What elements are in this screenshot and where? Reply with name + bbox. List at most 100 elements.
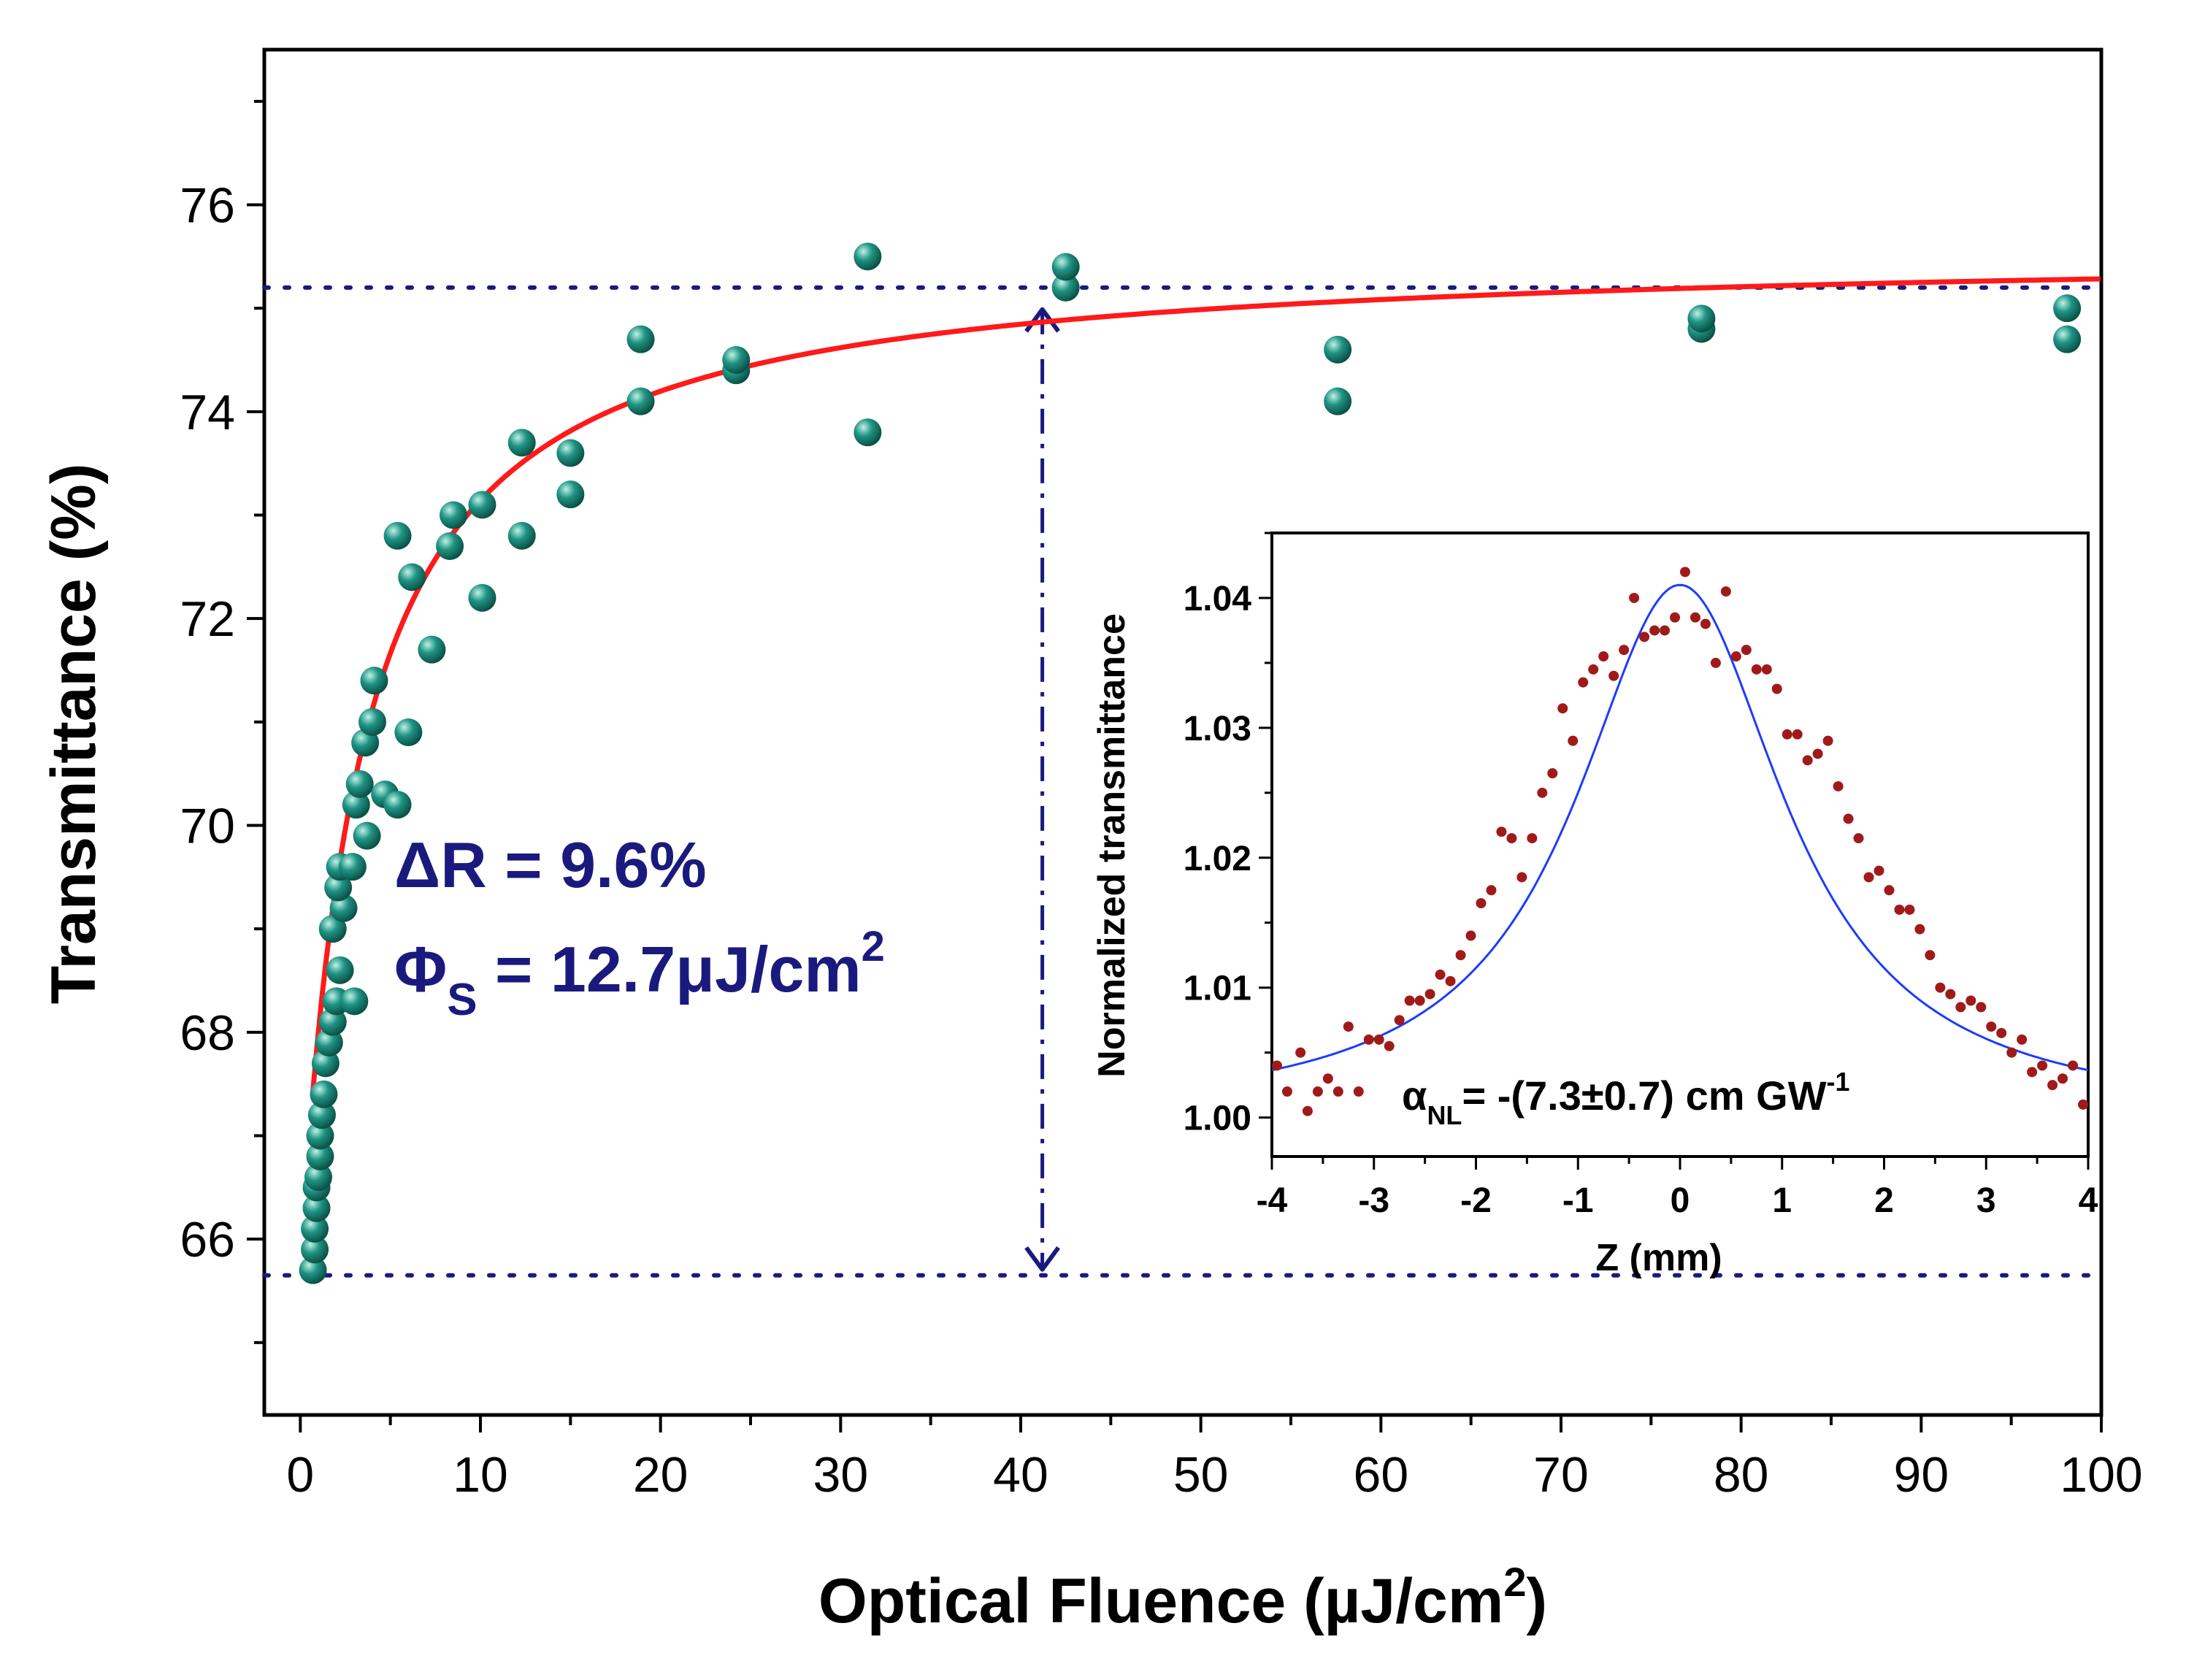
- inset-data-point: [1833, 780, 1844, 791]
- data-point: [383, 791, 412, 819]
- inset-data-point: [1353, 1086, 1364, 1097]
- inset-data-point: [1996, 1027, 2007, 1038]
- inset-data-point: [1271, 1060, 1282, 1071]
- inset-data-point: [1771, 683, 1782, 694]
- inset-data-points-group: [1271, 567, 2089, 1116]
- inset-data-point: [1976, 1002, 1987, 1013]
- inset-data-point: [1598, 651, 1609, 662]
- delta-r-annotation: ΔR = 9.6%: [394, 829, 707, 901]
- data-point: [345, 770, 374, 798]
- inset-data-point: [1966, 995, 1976, 1006]
- x-tick-label: 100: [2060, 1447, 2142, 1503]
- data-point: [2053, 294, 2082, 323]
- inset-data-point: [1363, 1034, 1374, 1045]
- inset-data-point: [1629, 592, 1640, 603]
- inset-data-point: [1435, 969, 1446, 980]
- inset-data-point: [2006, 1047, 2017, 1058]
- alpha-nl-subscript: NL: [1427, 1100, 1462, 1130]
- inset-y-tick-label: 1.03: [1184, 710, 1251, 748]
- alpha-nl-annotation: αNL= -(7.3±0.7) cm GW-1: [1402, 1067, 1850, 1130]
- inset-data-point: [1761, 664, 1772, 675]
- data-points-group: [299, 242, 2082, 1284]
- x-tick-label: 80: [1714, 1447, 1769, 1503]
- inset-data-point: [1853, 833, 1864, 844]
- inset-data-point: [1730, 651, 1741, 662]
- inset-data-point: [1945, 989, 1956, 1000]
- y-axis-title: Transmittance (%): [39, 464, 109, 1005]
- inset-data-point: [1547, 768, 1558, 779]
- inset-data-point: [1741, 645, 1752, 656]
- inset-x-tick-label: -4: [1257, 1181, 1288, 1220]
- data-point: [1051, 253, 1080, 281]
- inset-data-point: [1516, 872, 1527, 883]
- data-point: [468, 491, 496, 519]
- y-tick-label: 68: [180, 1005, 235, 1061]
- data-point: [342, 791, 370, 819]
- inset-data-point: [2068, 1060, 2079, 1071]
- inset-x-tick-label: 1: [1772, 1181, 1792, 1220]
- data-point: [340, 987, 369, 1016]
- data-point: [301, 1215, 329, 1243]
- x-axis-title: Optical Fluence (µJ/cm2): [818, 1559, 1547, 1636]
- inset-data-point: [1874, 865, 1884, 876]
- inset-data-point: [1863, 872, 1874, 883]
- x-tick-label: 50: [1173, 1447, 1229, 1503]
- data-point: [556, 439, 585, 467]
- inset-y-axis-title: Normalized transmittance: [1091, 613, 1133, 1078]
- data-point: [299, 1256, 327, 1284]
- inset-data-point: [2027, 1067, 2038, 1078]
- inset-data-point: [1302, 1105, 1313, 1116]
- inset-data-point: [1404, 995, 1415, 1006]
- inset-y-tick-label: 1.04: [1184, 580, 1252, 618]
- data-point: [306, 1121, 334, 1150]
- inset-data-point: [2078, 1099, 2089, 1110]
- alpha-nl-superscript: -1: [1827, 1067, 1850, 1097]
- inset-data-point: [1822, 735, 1833, 746]
- inset-data-point: [1843, 813, 1854, 824]
- y-tick-label: 72: [180, 591, 235, 647]
- data-point: [398, 563, 426, 591]
- inset-y-tick-label: 1.01: [1184, 970, 1251, 1008]
- inset-data-point: [1812, 748, 1823, 759]
- inset-data-point: [1557, 703, 1568, 714]
- inset-y-tick-label: 1.02: [1184, 840, 1251, 878]
- data-point: [1324, 387, 1352, 415]
- inset-data-point: [1527, 833, 1538, 844]
- inset-x-tick-label: -3: [1358, 1181, 1389, 1220]
- inset-data-point: [1751, 664, 1762, 675]
- inset-data-point: [1568, 735, 1579, 746]
- inset-data-point: [2057, 1073, 2068, 1084]
- data-point: [854, 418, 882, 447]
- inset-x-tick-label: -1: [1562, 1181, 1594, 1220]
- inset-data-point: [1373, 1034, 1384, 1045]
- inset-data-point: [1608, 670, 1619, 681]
- data-point: [360, 667, 388, 695]
- inset-data-point: [2037, 1060, 2048, 1071]
- data-point: [324, 873, 353, 902]
- inset-data-point: [1332, 1086, 1343, 1097]
- inset-data-point: [1782, 729, 1792, 740]
- data-point: [326, 956, 354, 984]
- data-point: [722, 346, 751, 374]
- inset-fit-curve: [1271, 583, 2089, 1072]
- data-point: [315, 1029, 343, 1056]
- inset-background: [1272, 533, 2088, 1157]
- x-tick-label: 60: [1354, 1447, 1409, 1503]
- inset-data-point: [2047, 1080, 2058, 1091]
- inset-data-point: [1465, 930, 1476, 941]
- inset-data-point: [1690, 612, 1700, 623]
- data-point: [440, 501, 467, 529]
- y-tick-label: 66: [180, 1212, 235, 1267]
- inset-data-point: [1455, 950, 1466, 961]
- x-tick-label: 10: [453, 1447, 508, 1503]
- phi-s-subscript: S: [447, 975, 477, 1025]
- fit-curve: [310, 276, 2101, 1092]
- inset-data-point: [1914, 924, 1925, 935]
- inset-data-point: [1506, 833, 1517, 844]
- inset-data-point: [1537, 787, 1548, 798]
- inset-data-point: [1322, 1073, 1333, 1084]
- data-point: [556, 480, 585, 509]
- inset-data-point: [1312, 1086, 1323, 1097]
